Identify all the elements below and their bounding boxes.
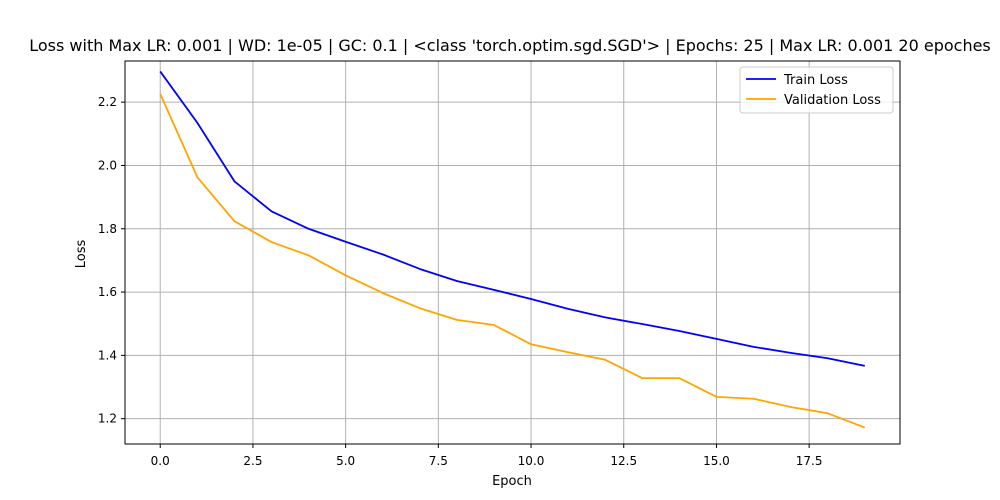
x-tick-label: 2.5 xyxy=(243,454,262,468)
plot-frame xyxy=(124,60,901,445)
x-tick-label: 12.5 xyxy=(610,454,637,468)
y-tick-label: 2.0 xyxy=(98,158,117,172)
x-tick-label: 15.0 xyxy=(703,454,730,468)
x-axis-label: Epoch xyxy=(492,474,532,489)
x-tick-label: 17.5 xyxy=(796,454,823,468)
chart-title: Loss with Max LR: 0.001 | WD: 1e-05 | GC… xyxy=(29,36,991,55)
series-line-train-loss xyxy=(159,70,865,367)
x-tick-label: 0.0 xyxy=(151,454,170,468)
y-tick-label: 1.6 xyxy=(98,285,117,299)
series-layer xyxy=(159,70,866,429)
y-tick-label: 1.4 xyxy=(98,348,117,362)
y-axis-label: Loss xyxy=(74,240,89,269)
axis-ticks: 0.0 2.5 5.0 7.5 10.0 12.5 15.0 17.5 1.2 1.4 1.6 1.8… xyxy=(98,95,823,468)
x-tick-label: 7.5 xyxy=(429,454,448,468)
legend-label-validation-loss: Validation Loss xyxy=(784,93,881,108)
y-tick-label: 1.2 xyxy=(98,412,117,426)
y-tick-label: 1.8 xyxy=(98,222,117,236)
y-tick-label: 2.2 xyxy=(98,95,117,109)
legend-box xyxy=(739,66,894,114)
series-line-validation-loss xyxy=(159,93,866,429)
grid-lines xyxy=(125,61,900,444)
x-tick-label: 10.0 xyxy=(518,454,545,468)
x-tick-label: 5.0 xyxy=(336,454,355,468)
legend-label-train-loss: Train Loss xyxy=(783,73,848,88)
legend: Train Loss Validation Loss xyxy=(739,66,894,114)
